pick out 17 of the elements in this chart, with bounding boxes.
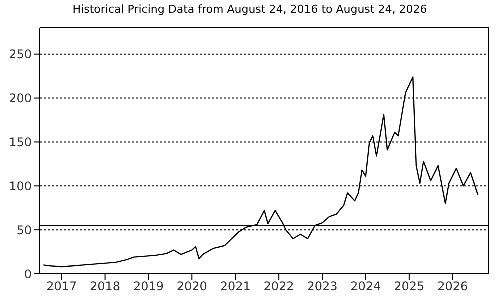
y-tick-label: 50 bbox=[16, 223, 32, 238]
x-tick-label: 2020 bbox=[176, 280, 208, 294]
x-tick-label: 2021 bbox=[220, 280, 251, 294]
x-tick-label: 2025 bbox=[394, 280, 425, 294]
x-tick-label: 2019 bbox=[133, 280, 164, 294]
x-tick-label: 2026 bbox=[438, 280, 468, 294]
x-tick-label: 2018 bbox=[90, 280, 121, 294]
chart-title: Historical Pricing Data from August 24, 2016 to August 24, 2026 bbox=[72, 3, 428, 18]
y-tick-label: 100 bbox=[9, 179, 32, 194]
y-tick-label: 0 bbox=[24, 267, 32, 282]
y-tick-label: 250 bbox=[9, 48, 32, 62]
x-tick-label: 2024 bbox=[350, 280, 382, 294]
x-tick-label: 2023 bbox=[307, 280, 338, 294]
y-tick-label: 150 bbox=[9, 135, 32, 150]
x-tick-label: 2022 bbox=[264, 280, 294, 294]
x-tick-label: 2017 bbox=[46, 280, 78, 294]
y-tick-label: 200 bbox=[9, 92, 32, 106]
